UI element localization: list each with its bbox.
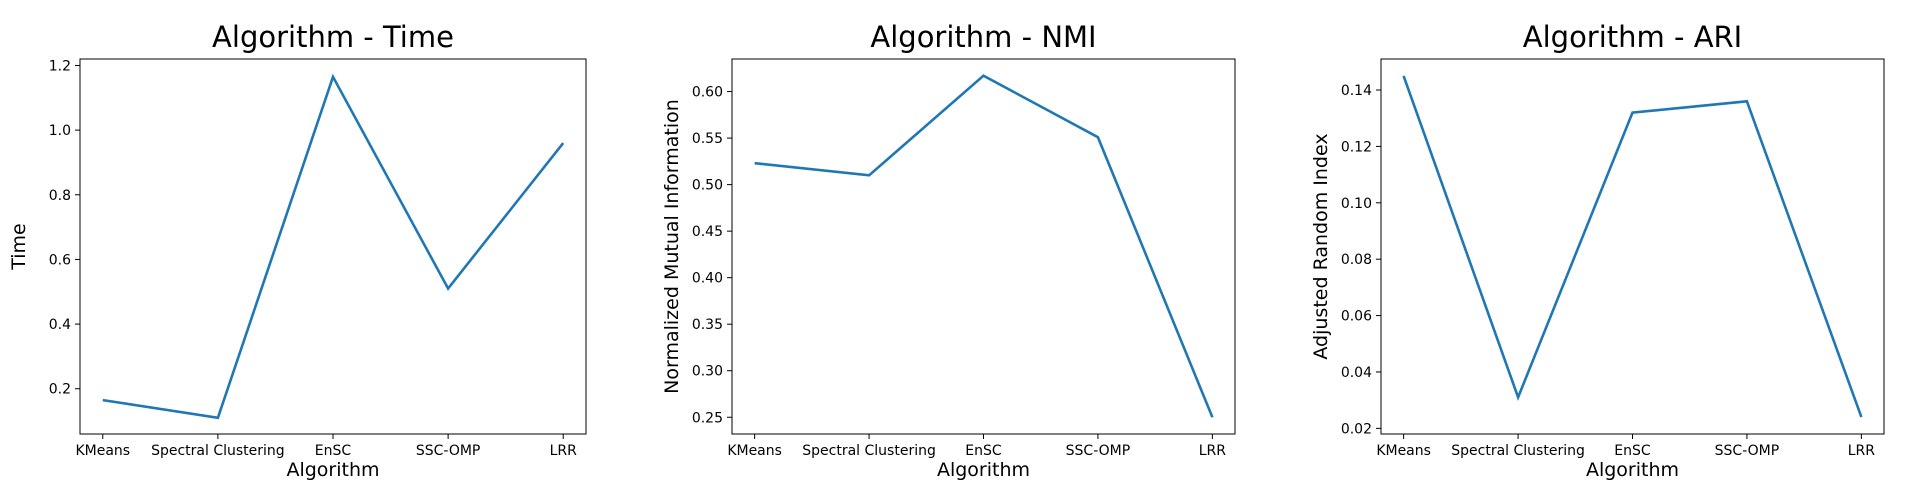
chart-2: Algorithm - ARI 0.02 0.04 0.06 0.08 0.10 0.12 0…: [1310, 20, 1885, 480]
plot-frame: [79, 58, 587, 435]
x-tick-label-ssc-omp: SSC-OMP: [1066, 443, 1131, 459]
y-tick-label: 0.50: [692, 178, 723, 194]
chart-title: Algorithm - ARI: [1523, 20, 1742, 54]
series-line: [102, 73, 565, 420]
y-tick-label: 1.2: [49, 58, 71, 74]
x-axis-label: Algorithm: [286, 459, 379, 480]
y-tick-label: 0.06: [1341, 309, 1372, 325]
plot-frame: [731, 58, 1236, 435]
y-tick-label: 0.30: [692, 364, 723, 380]
y-tick-label: 0.12: [1341, 139, 1372, 155]
x-axis-label: Algorithm: [1586, 459, 1679, 480]
series-line: [754, 74, 1214, 418]
x-axis-label: Algorithm: [937, 459, 1030, 480]
y-tick-label: 0.8: [49, 188, 71, 204]
y-axis-label: Time: [8, 223, 30, 271]
y-tick-label: 0.25: [692, 410, 723, 426]
y-tick-label: 0.08: [1341, 252, 1372, 268]
y-tick-label: 0.60: [692, 85, 723, 101]
y-tick-label: 0.35: [692, 317, 723, 333]
x-tick-label-kmeans: KMeans: [1376, 443, 1431, 459]
y-tick-label: 0.4: [49, 317, 71, 333]
chart-1: Algorithm - NMI 0.25 0.30 0.35 0.40 0.45 0.50 0…: [661, 20, 1236, 480]
x-tick-label-spectral-clustering: Spectral Clustering: [802, 443, 936, 459]
y-tick-label: 0.40: [692, 271, 723, 287]
x-tick-label-ensc: EnSC: [315, 443, 352, 459]
x-tick-label-ssc-omp: SSC-OMP: [416, 443, 481, 459]
y-axis-label: Normalized Mutual Information: [661, 99, 683, 394]
y-tick-label: 1.0: [49, 123, 71, 139]
chart-title: Algorithm - NMI: [870, 20, 1096, 54]
y-tick-label: 0.55: [692, 131, 723, 147]
y-tick-label: 0.04: [1341, 365, 1372, 381]
chart-title: Algorithm - Time: [212, 20, 454, 54]
x-tick-label-spectral-clustering: Spectral Clustering: [1451, 443, 1585, 459]
x-tick-label-ensc: EnSC: [1614, 443, 1651, 459]
y-tick-label: 0.10: [1341, 196, 1372, 212]
y-tick-label: 0.45: [692, 224, 723, 240]
x-tick-label-kmeans: KMeans: [75, 443, 130, 459]
chart-0: Algorithm - Time 0.2 0.4 0.6 0.8 1.0 1.2 KMeans…: [8, 20, 587, 480]
y-tick-label: 0.14: [1341, 83, 1372, 99]
x-tick-label-lrr: LRR: [550, 443, 578, 459]
x-tick-label-kmeans: KMeans: [727, 443, 782, 459]
series-line: [1402, 75, 1863, 418]
x-tick-label-lrr: LRR: [1199, 443, 1227, 459]
x-tick-label-ensc: EnSC: [965, 443, 1002, 459]
y-tick-label: 0.02: [1341, 421, 1372, 437]
y-tick-label: 0.2: [49, 382, 71, 398]
y-tick-label: 0.6: [49, 252, 71, 268]
x-tick-label-lrr: LRR: [1848, 443, 1876, 459]
x-tick-label-spectral-clustering: Spectral Clustering: [151, 443, 285, 459]
y-axis-label: Adjusted Random Index: [1310, 133, 1332, 359]
x-tick-label-ssc-omp: SSC-OMP: [1715, 443, 1780, 459]
